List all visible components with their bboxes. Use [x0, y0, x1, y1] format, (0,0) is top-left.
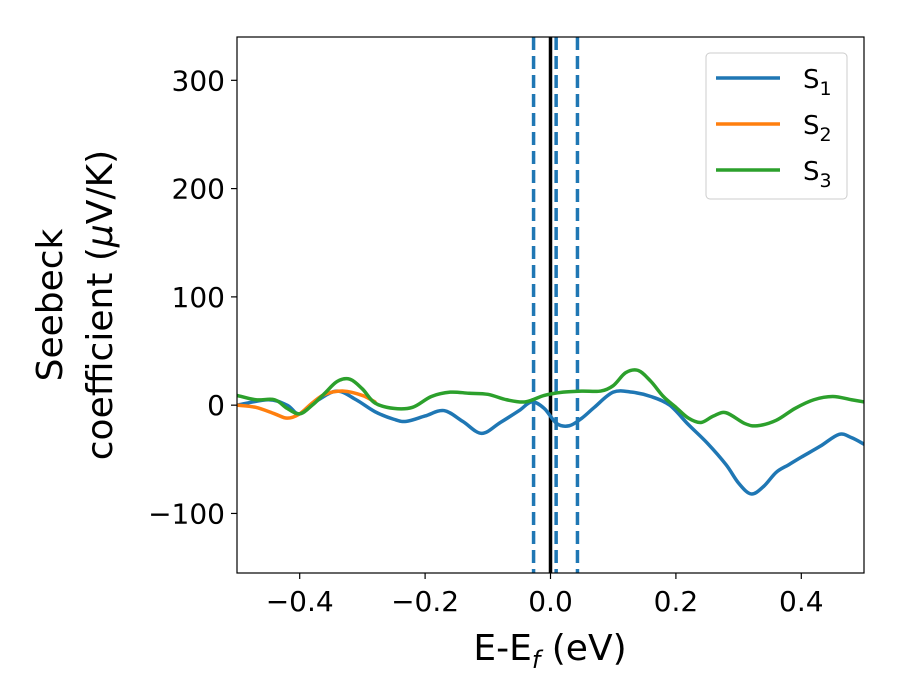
legend-label-s3: S3 — [803, 157, 832, 192]
series-line-s1 — [237, 389, 864, 496]
legend: S1 S2 S3 — [705, 52, 848, 200]
x-tick-label: 0.4 — [779, 585, 824, 618]
x-tick-label: 0.0 — [528, 585, 573, 618]
y-tick-label: 300 — [172, 64, 225, 97]
series-line-s3 — [237, 368, 864, 428]
y-tick-label: 0 — [207, 389, 225, 422]
legend-label-s2: S2 — [803, 111, 832, 146]
x-tick-label: −0.4 — [266, 585, 334, 618]
x-axis-title: E-Ef (eV) — [473, 628, 626, 674]
y-axis-title-line1: Seebeck — [30, 228, 71, 381]
y-tick-label: 200 — [172, 173, 225, 206]
x-tick-label: 0.2 — [654, 585, 699, 618]
y-tick-label: −100 — [148, 497, 225, 530]
x-tick-label: −0.2 — [391, 585, 459, 618]
x-axis-ticks: −0.4 −0.2 0.0 0.2 0.4 — [266, 573, 824, 618]
series-layer — [237, 368, 864, 496]
legend-box — [705, 52, 848, 200]
legend-label-s1: S1 — [803, 65, 832, 100]
y-axis-ticks: −100 0 100 200 300 — [148, 64, 237, 530]
y-tick-label: 100 — [172, 281, 225, 314]
reference-lines — [531, 37, 580, 573]
y-axis-title-line2: coefficient (μV/K) — [80, 150, 121, 460]
